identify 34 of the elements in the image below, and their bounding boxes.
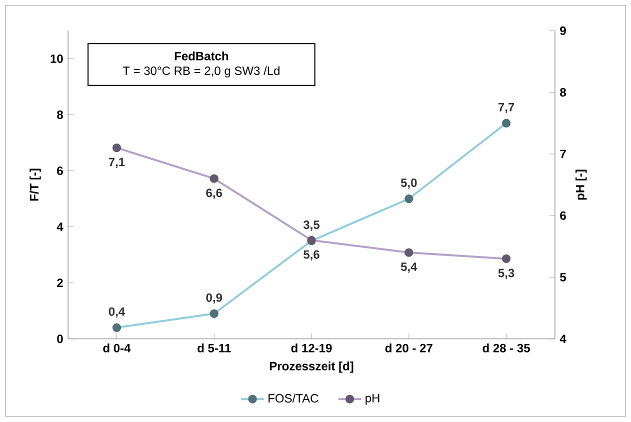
data-label: 5,6 (304, 250, 320, 261)
x-tick-label: d 12-19 (291, 344, 332, 353)
x-tick-label: d 20 - 27 (385, 344, 432, 353)
text: FedBatch (174, 52, 228, 61)
y2-tick-label: 8 (560, 88, 566, 97)
y2-axis-title: pH [-] (576, 170, 587, 200)
data-label: 5,4 (400, 262, 418, 273)
data-label: 5,0 (400, 178, 417, 189)
x-tick-label: d 0-4 (103, 344, 131, 353)
x-axis-title: Prozesszeit [d] (270, 362, 354, 373)
y-tick-label: 2 (57, 278, 63, 288)
y-tick-label: 0 (57, 334, 63, 344)
data-label: 3,5 (303, 220, 320, 231)
legend-label: FOS/TAC (268, 394, 318, 403)
y2-tick-label: 7 (560, 150, 566, 158)
text: T = 30°C RB = 2,0 g SW3 /Ld (122, 66, 280, 78)
y-tick-label: 10 (50, 54, 63, 64)
y-axis-title: F/T [-] (30, 168, 41, 201)
y-tick-label: 6 (57, 166, 63, 176)
x-tick-label: d 5-11 (198, 344, 231, 353)
data-label: 5,3 (498, 268, 514, 280)
data-label: 0,4 (108, 308, 126, 318)
y2-tick-label: 6 (560, 212, 566, 220)
data-label: 7,7 (498, 103, 514, 114)
x-tick-label: d 28 - 35 (482, 344, 530, 353)
y2-tick-label: 9 (560, 26, 566, 36)
y2-tick-label: 4 (560, 334, 566, 344)
data-label: 0,9 (206, 294, 222, 304)
data-label: 7,1 (108, 158, 125, 168)
legend-label: pH (366, 394, 380, 405)
y-tick-label: 4 (56, 222, 64, 232)
y-tick-label: 8 (57, 110, 63, 120)
y2-tick-label: 5 (560, 273, 566, 282)
data-label: 6,6 (206, 188, 222, 200)
